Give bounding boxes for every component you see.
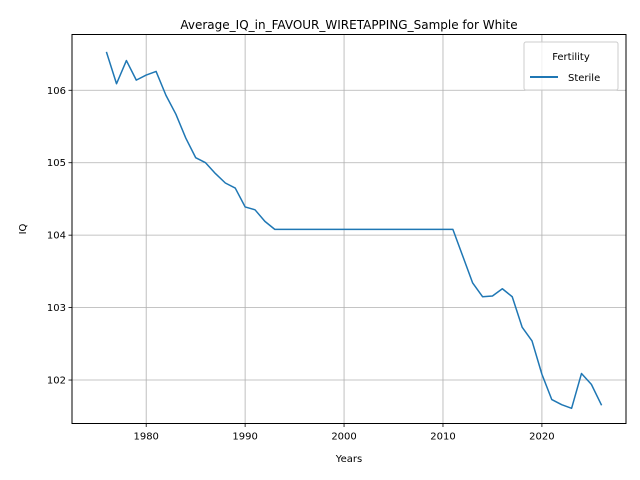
x-tick-label: 2020	[529, 432, 554, 443]
series-layer	[105, 51, 603, 410]
x-axis: 1980 1990 2000 2010 2020	[133, 423, 555, 443]
series-line-sterile	[105, 51, 603, 410]
y-axis-label: IQ	[18, 223, 29, 234]
y-tick-label: 104	[47, 231, 66, 242]
y-tick-label: 103	[47, 303, 66, 314]
y-tick-label: 105	[47, 158, 66, 169]
x-tick-label: 1990	[232, 432, 257, 443]
legend-title: Fertility	[552, 52, 590, 63]
x-axis-label: Years	[335, 454, 362, 465]
legend: Fertility Sterile	[523, 41, 619, 91]
chart-title: Average_IQ_in_FAVOUR_WIRETAPPING_Sample …	[180, 18, 517, 32]
plot-frame	[71, 34, 627, 424]
legend-label-sterile: Sterile	[568, 73, 600, 84]
x-tick-label: 2010	[430, 432, 455, 443]
y-axis: 102 103 104 105 106	[47, 86, 72, 387]
y-tick-label: 102	[47, 376, 66, 387]
x-tick-label: 1980	[133, 432, 158, 443]
y-tick-label: 106	[47, 86, 66, 97]
x-tick-label: 2000	[331, 432, 356, 443]
